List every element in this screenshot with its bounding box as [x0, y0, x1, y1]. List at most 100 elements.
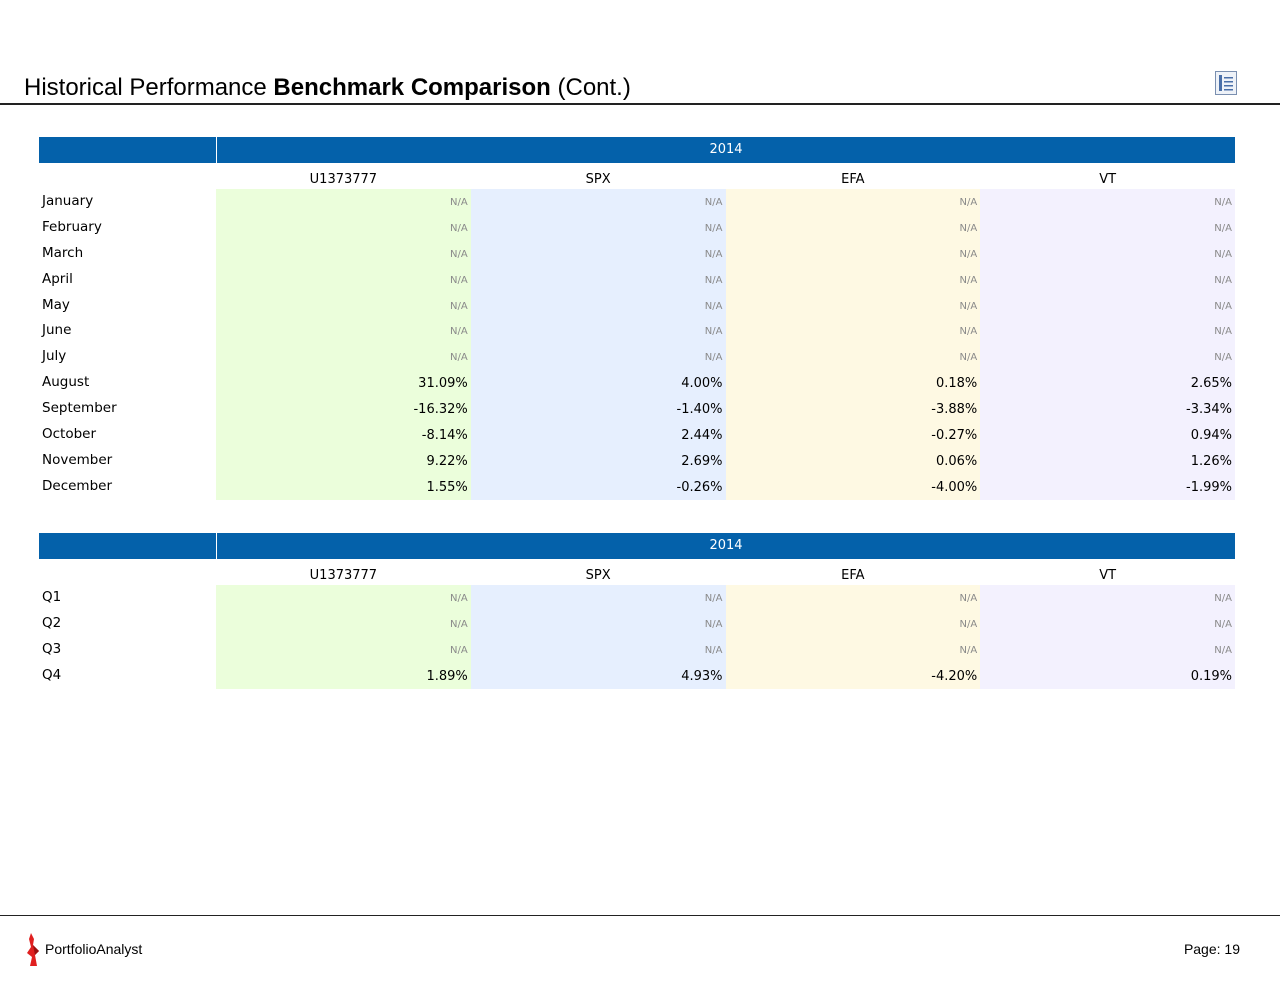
table-cell: N/A [725, 240, 981, 267]
row-label: Q1 [42, 589, 62, 605]
table-cell: 2.44% [470, 422, 726, 448]
table-cell: N/A [980, 292, 1235, 319]
table-cell: 0.06% [725, 447, 981, 474]
table-row: March N/A N/A N/A N/A [39, 240, 1235, 267]
column-header: SPX [585, 172, 611, 187]
table-cell: N/A [725, 189, 981, 215]
column-header: EFA [841, 568, 865, 583]
footer-divider [0, 915, 1280, 916]
row-label: October [42, 426, 97, 443]
table-cell: N/A [216, 636, 471, 663]
table-of-contents-icon[interactable] [1215, 71, 1237, 95]
table-cell: N/A [470, 240, 726, 267]
monthly-benchmark-table: 2014 U1373777 SPX EFA VT January N/A N/A N/… [39, 137, 1235, 500]
table-cell: N/A [725, 344, 981, 371]
year-header: 2014 [39, 137, 1235, 163]
table-cell: N/A [980, 610, 1235, 637]
column-header: U1373777 [309, 568, 378, 583]
table-cell: N/A [980, 214, 1235, 241]
table-row: May N/A N/A N/A N/A [39, 292, 1235, 319]
table-cell: -4.20% [725, 662, 981, 689]
table-cell: N/A [470, 266, 726, 293]
table-cell: 1.26% [980, 447, 1235, 474]
page-title: Historical Performance Benchmark Compari… [24, 74, 631, 102]
row-label: June [42, 322, 72, 339]
table-cell: N/A [980, 189, 1235, 215]
quarterly-benchmark-table: 2014 U1373777 SPX EFA VT Q1 N/A N/A N/A N/A Q… [39, 533, 1235, 689]
table-cell: N/A [470, 214, 726, 241]
table-cell: -8.14% [216, 422, 471, 448]
table-cell: N/A [470, 610, 726, 637]
table-row: Q1 N/A N/A N/A N/A [39, 585, 1235, 611]
year-header: 2014 [39, 533, 1235, 559]
column-header: VT [1099, 172, 1117, 187]
year-label: 2014 [217, 137, 1235, 163]
table-cell: N/A [470, 344, 726, 371]
table-cell: N/A [980, 318, 1235, 345]
table-cell: 31.09% [216, 370, 471, 397]
table-cell: N/A [725, 610, 981, 637]
table-row: Q2 N/A N/A N/A N/A [39, 610, 1235, 637]
table-body: Q1 N/A N/A N/A N/A Q2 N/A N/A N/A N/A Q3 N/A N/A N/A N… [39, 585, 1235, 689]
table-cell: N/A [216, 318, 471, 345]
table-row: Q3 N/A N/A N/A N/A [39, 636, 1235, 663]
table-cell: N/A [470, 636, 726, 663]
portfolioanalyst-logo-icon [25, 933, 41, 967]
table-cell: -1.40% [470, 396, 726, 423]
table-cell: N/A [216, 189, 471, 215]
row-label: February [42, 218, 102, 235]
table-cell: 2.69% [470, 447, 726, 474]
table-cell: N/A [470, 585, 726, 611]
row-label: May [42, 296, 70, 313]
table-cell: N/A [216, 585, 471, 611]
table-cell: 9.22% [216, 447, 471, 474]
column-header: VT [1099, 568, 1117, 583]
table-cell: N/A [216, 266, 471, 293]
table-cell: N/A [980, 266, 1235, 293]
table-cell: N/A [725, 318, 981, 345]
table-row: June N/A N/A N/A N/A [39, 318, 1235, 345]
table-cell: N/A [216, 240, 471, 267]
title-part-regular: Historical Performance [24, 74, 274, 101]
column-header: U1373777 [309, 172, 378, 187]
table-cell: N/A [470, 318, 726, 345]
table-cell: -0.27% [725, 422, 981, 448]
row-label: Q4 [42, 666, 62, 683]
table-row: November 9.22% 2.69% 0.06% 1.26% [39, 447, 1235, 474]
table-cell: N/A [980, 344, 1235, 371]
table-cell: -0.26% [470, 473, 726, 500]
table-row: February N/A N/A N/A N/A [39, 214, 1235, 241]
table-cell: 0.18% [725, 370, 981, 397]
row-label: Q3 [42, 640, 62, 657]
table-cell: 4.93% [470, 662, 726, 689]
table-cell: N/A [725, 214, 981, 241]
table-cell: N/A [725, 585, 981, 611]
table-cell: 1.55% [216, 473, 471, 500]
column-header: SPX [585, 568, 611, 583]
table-cell: N/A [216, 292, 471, 319]
table-cell: N/A [980, 636, 1235, 663]
table-row: September -16.32% -1.40% -3.88% -3.34% [39, 396, 1235, 423]
table-row: July N/A N/A N/A N/A [39, 344, 1235, 371]
year-label: 2014 [217, 533, 1235, 559]
table-cell: 0.94% [980, 422, 1235, 448]
table-cell: N/A [725, 636, 981, 663]
table-cell: N/A [980, 585, 1235, 611]
table-row: August 31.09% 4.00% 0.18% 2.65% [39, 370, 1235, 397]
title-part-bold: Benchmark Comparison [273, 74, 551, 101]
row-label: July [42, 348, 67, 365]
page-number: Page: 19 [1183, 941, 1240, 957]
table-row: Q4 1.89% 4.93% -4.20% 0.19% [39, 662, 1235, 689]
row-label: December [42, 477, 113, 494]
table-cell: N/A [216, 344, 471, 371]
table-cell: N/A [980, 240, 1235, 267]
row-label: Q2 [42, 614, 62, 631]
table-cell: N/A [216, 214, 471, 241]
table-cell: 4.00% [470, 370, 726, 397]
brand-name: PortfolioAnalyst [45, 941, 143, 957]
table-cell: -16.32% [216, 396, 471, 423]
table-cell: N/A [725, 266, 981, 293]
table-cell: N/A [470, 189, 726, 215]
row-label: September [42, 400, 117, 417]
row-label: August [42, 374, 90, 391]
